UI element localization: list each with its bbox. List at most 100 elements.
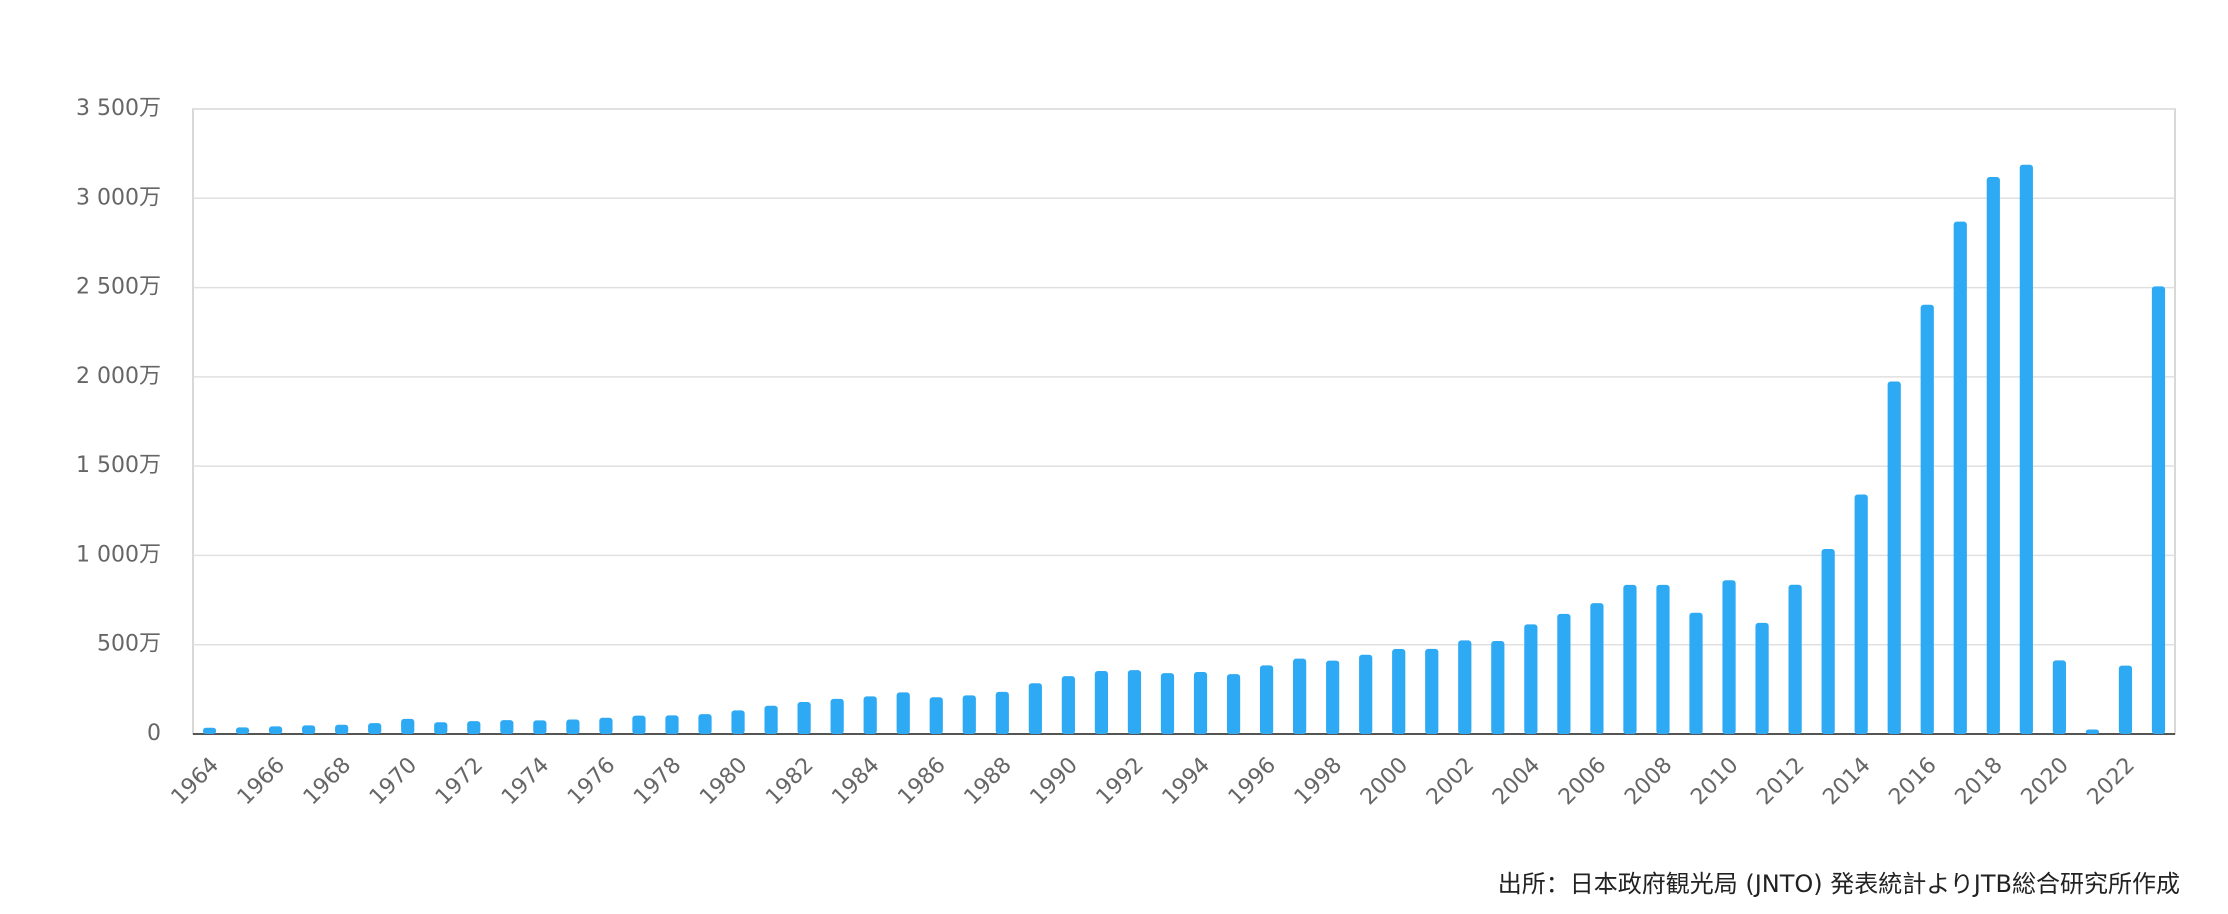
bar xyxy=(2052,660,2066,734)
y-tick-label: 2 500万 xyxy=(76,275,161,300)
bar xyxy=(566,719,580,734)
bar xyxy=(500,720,514,734)
bar xyxy=(2085,729,2100,734)
bar xyxy=(1788,584,1802,734)
y-tick-label: 1 000万 xyxy=(76,542,161,567)
bar xyxy=(1755,622,1769,734)
bar xyxy=(1094,670,1109,734)
bar xyxy=(1458,640,1472,734)
x-tick-label: 1986 xyxy=(893,753,950,810)
bar xyxy=(1127,670,1142,734)
bar xyxy=(1590,603,1604,734)
x-tick-label: 1968 xyxy=(299,753,356,810)
bar xyxy=(1656,584,1670,734)
bar xyxy=(1392,649,1406,734)
x-tick-label: 1996 xyxy=(1224,753,1281,810)
plot-frame xyxy=(192,108,2176,735)
bar xyxy=(1293,658,1307,734)
x-tick-label: 2016 xyxy=(1884,753,1941,810)
x-tick-label: 1970 xyxy=(365,753,422,810)
bar xyxy=(797,702,811,734)
bar xyxy=(731,710,745,734)
bar xyxy=(1259,665,1274,734)
x-tick-label: 1976 xyxy=(563,753,620,810)
bar xyxy=(235,727,250,734)
bar xyxy=(1226,674,1241,734)
y-tick-label: 2 000万 xyxy=(76,364,161,389)
y-tick-label: 500万 xyxy=(97,632,161,657)
source-note: 出所：日本政府観光局 (JNTO) 発表統計よりJTB総合研究所作成 xyxy=(1498,870,2180,898)
bar xyxy=(1953,221,1967,734)
bar xyxy=(2118,665,2133,734)
x-tick-label: 1980 xyxy=(695,753,752,810)
bar xyxy=(1557,613,1571,734)
bar xyxy=(1524,624,1538,734)
bar xyxy=(1491,640,1505,734)
bar xyxy=(863,696,877,734)
bar xyxy=(2019,164,2033,734)
bar xyxy=(995,691,1009,734)
bar xyxy=(599,717,613,734)
y-tick-label: 1 500万 xyxy=(76,453,161,478)
bar xyxy=(202,727,217,734)
x-tick-label: 1974 xyxy=(497,753,554,810)
x-tick-label: 2002 xyxy=(1422,753,1479,810)
bar xyxy=(1061,676,1075,734)
bar xyxy=(929,697,943,734)
bar xyxy=(830,698,844,734)
x-tick-label: 1982 xyxy=(761,753,818,810)
bar xyxy=(1326,660,1340,734)
x-tick-label: 2000 xyxy=(1356,753,1413,810)
bar xyxy=(1359,654,1373,734)
x-tick-label: 1972 xyxy=(431,753,488,810)
x-tick-label: 1988 xyxy=(960,753,1017,810)
bar xyxy=(1160,673,1175,734)
bar xyxy=(1425,648,1439,734)
bar xyxy=(698,714,712,734)
bar xyxy=(1689,612,1703,734)
bar xyxy=(1722,580,1736,734)
x-tick-label: 2008 xyxy=(1620,753,1677,810)
x-tick-label: 2022 xyxy=(2083,753,2140,810)
bar xyxy=(533,720,547,734)
bar xyxy=(434,722,448,734)
bar xyxy=(302,725,316,734)
x-tick-label: 2012 xyxy=(1752,753,1809,810)
bar xyxy=(632,715,646,734)
x-tick-label: 2010 xyxy=(1686,753,1743,810)
x-tick-label: 1994 xyxy=(1158,753,1215,810)
x-tick-label: 1984 xyxy=(827,753,884,810)
bar xyxy=(268,726,283,734)
y-tick-label: 3 000万 xyxy=(76,185,161,210)
x-tick-label: 2006 xyxy=(1554,753,1611,810)
bar xyxy=(1821,549,1835,734)
x-tick-label: 2018 xyxy=(1951,753,2008,810)
x-tick-label: 1992 xyxy=(1092,753,1149,810)
bar xyxy=(962,695,976,734)
bar xyxy=(1854,494,1868,734)
bar xyxy=(2151,286,2166,734)
bar xyxy=(1887,381,1901,734)
bar xyxy=(665,715,679,734)
bar xyxy=(1986,177,2000,735)
x-tick-label: 1966 xyxy=(233,753,290,810)
y-tick-label: 0 xyxy=(147,721,161,746)
bar xyxy=(368,723,382,734)
x-tick-label: 1998 xyxy=(1290,753,1347,810)
bar xyxy=(1193,672,1208,734)
bar xyxy=(401,718,415,734)
x-tick-label: 1990 xyxy=(1026,753,1083,810)
bar xyxy=(1028,683,1042,734)
y-tick-label: 3 500万 xyxy=(76,96,161,121)
bar xyxy=(467,721,481,734)
x-tick-label: 2014 xyxy=(1818,753,1875,810)
x-tick-label: 1964 xyxy=(167,753,224,810)
bar xyxy=(764,705,778,734)
bar xyxy=(1920,304,1934,734)
x-tick-label: 2004 xyxy=(1488,753,1545,810)
bar xyxy=(1623,584,1637,734)
bar xyxy=(896,692,910,734)
x-tick-label: 1978 xyxy=(629,753,686,810)
